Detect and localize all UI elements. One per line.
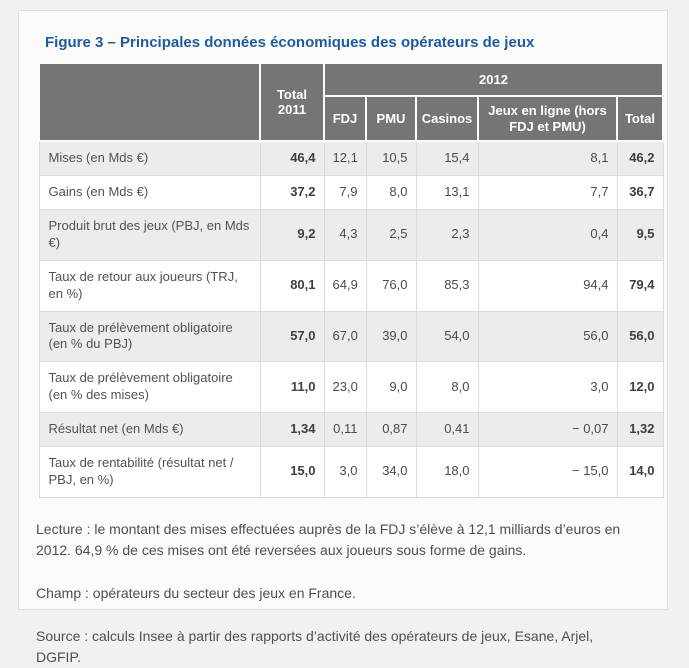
column-header-pmu: PMU xyxy=(365,94,417,143)
cell-total-2011: 37,2 xyxy=(259,175,325,210)
cell-fdj: 4,3 xyxy=(323,208,367,261)
cell-fdj: 12,1 xyxy=(323,140,367,177)
cell-casinos: 2,3 xyxy=(415,208,479,261)
cell-total-2011: 9,2 xyxy=(259,208,325,261)
cell-total-2011: 1,34 xyxy=(259,412,325,447)
cell-total-2011: 57,0 xyxy=(259,310,325,363)
source-note: Source : calculs Insee à partir des rapp… xyxy=(36,627,594,665)
cell-pmu: 0,87 xyxy=(365,412,417,447)
cell-jeux-en-ligne: 0,4 xyxy=(477,208,618,261)
row-label: Taux de prélèvement obligatoire (en % de… xyxy=(38,361,261,414)
figure-panel: Figure 3 – Principales données économiqu… xyxy=(18,10,668,665)
cell-pmu: 9,0 xyxy=(365,361,417,414)
cell-total-2012: 1,32 xyxy=(616,412,664,447)
column-group-header-2012: 2012 xyxy=(322,62,665,97)
cell-pmu: 76,0 xyxy=(365,259,417,312)
cell-pmu: 8,0 xyxy=(365,175,417,210)
cell-total-2012: 56,0 xyxy=(616,310,664,363)
table-row: Taux de rentabilité (résultat net / PBJ,… xyxy=(38,445,664,498)
cell-total-2012: 79,4 xyxy=(616,259,664,312)
cell-pmu: 10,5 xyxy=(365,140,417,177)
column-header-total-2012: Total xyxy=(615,94,665,143)
cell-fdj: 67,0 xyxy=(323,310,367,363)
cell-jeux-en-ligne: 94,4 xyxy=(477,259,618,312)
cell-total-2011: 11,0 xyxy=(259,361,325,414)
cell-casinos: 85,3 xyxy=(415,259,479,312)
cell-jeux-en-ligne: 3,0 xyxy=(477,361,618,414)
cell-casinos: 13,1 xyxy=(415,175,479,210)
cell-total-2011: 80,1 xyxy=(259,259,325,312)
cell-fdj: 0,11 xyxy=(323,412,367,447)
header-row-subcolumns: FDJ PMU Casinos Jeux en ligne (hors FDJ … xyxy=(39,94,665,143)
table-row: Produit brut des jeux (PBJ, en Mds €) 9,2… xyxy=(38,208,664,261)
table-row: Résultat net (en Mds €) 1,34 0,11 0,87 0,41−… xyxy=(38,412,664,447)
cell-casinos: 18,0 xyxy=(415,445,479,498)
cell-fdj: 23,0 xyxy=(323,361,367,414)
cell-pmu: 34,0 xyxy=(365,445,417,498)
figure-title: Figure 3 – Principales données économiqu… xyxy=(45,34,535,51)
cell-pmu: 2,5 xyxy=(365,208,417,261)
row-label: Résultat net (en Mds €) xyxy=(38,412,261,447)
cell-fdj: 64,9 xyxy=(323,259,367,312)
figure-footnotes: Lecture : le montant des mises effectuée… xyxy=(36,519,641,668)
cell-total-2011: 15,0 xyxy=(259,445,325,498)
champ-note: Champ : opérateurs du secteur des jeux e… xyxy=(36,584,356,601)
table-row: Taux de retour aux joueurs (TRJ, en %) 80… xyxy=(38,259,664,312)
cell-casinos: 0,41 xyxy=(415,412,479,447)
cell-jeux-en-ligne: − 0,07 xyxy=(477,412,618,447)
table-row: Taux de prélèvement obligatoire (en % du… xyxy=(38,310,664,363)
column-header-fdj: FDJ xyxy=(323,94,367,143)
header-row-groups: Total 2011 2012 xyxy=(38,61,665,143)
cell-total-2012: 9,5 xyxy=(616,208,664,261)
column-header-total-2011: Total 2011 xyxy=(259,61,325,143)
cell-total-2012: 14,0 xyxy=(616,445,664,498)
cell-jeux-en-ligne: − 15,0 xyxy=(477,445,618,498)
table-body: Mises (en Mds €) 46,4 12,1 10,5 15,4 8,1 46,2 G… xyxy=(38,140,664,498)
table-header: Total 2011 2012 FDJ PMU Casinos Jeux en … xyxy=(38,61,665,143)
lecture-note: Lecture : le montant des mises effectuée… xyxy=(36,520,621,558)
cell-fdj: 3,0 xyxy=(323,445,367,498)
cell-total-2012: 12,0 xyxy=(616,361,664,414)
cell-total-2012: 46,2 xyxy=(616,140,664,177)
table-row: Mises (en Mds €) 46,4 12,1 10,5 15,4 8,1 46,2 xyxy=(38,140,664,177)
corner-header-cell xyxy=(38,61,261,143)
cell-jeux-en-ligne: 8,1 xyxy=(477,140,618,177)
cell-casinos: 15,4 xyxy=(415,140,479,177)
cell-casinos: 8,0 xyxy=(415,361,479,414)
row-label: Gains (en Mds €) xyxy=(38,175,261,210)
economic-data-table: Total 2011 2012 FDJ PMU Casinos Jeux en … xyxy=(38,61,665,498)
cell-total-2012: 36,7 xyxy=(616,175,664,210)
row-label: Taux de prélèvement obligatoire (en % du… xyxy=(38,310,261,363)
table-row: Taux de prélèvement obligatoire (en % de… xyxy=(38,361,664,414)
cell-fdj: 7,9 xyxy=(323,175,367,210)
row-label: Taux de retour aux joueurs (TRJ, en %) xyxy=(38,259,261,312)
row-label: Mises (en Mds €) xyxy=(38,140,261,177)
cell-jeux-en-ligne: 7,7 xyxy=(477,175,618,210)
row-label: Produit brut des jeux (PBJ, en Mds €) xyxy=(38,208,261,261)
cell-total-2011: 46,4 xyxy=(259,140,325,177)
cell-pmu: 39,0 xyxy=(365,310,417,363)
table-row: Gains (en Mds €) 37,2 7,9 8,0 13,1 7,7 36,7 xyxy=(38,175,664,210)
column-header-casinos: Casinos xyxy=(415,94,479,143)
cell-jeux-en-ligne: 56,0 xyxy=(477,310,618,363)
cell-casinos: 54,0 xyxy=(415,310,479,363)
column-header-jeux-en-ligne: Jeux en ligne (hors FDJ et PMU) xyxy=(477,94,618,143)
row-label: Taux de rentabilité (résultat net / PBJ,… xyxy=(38,445,261,498)
